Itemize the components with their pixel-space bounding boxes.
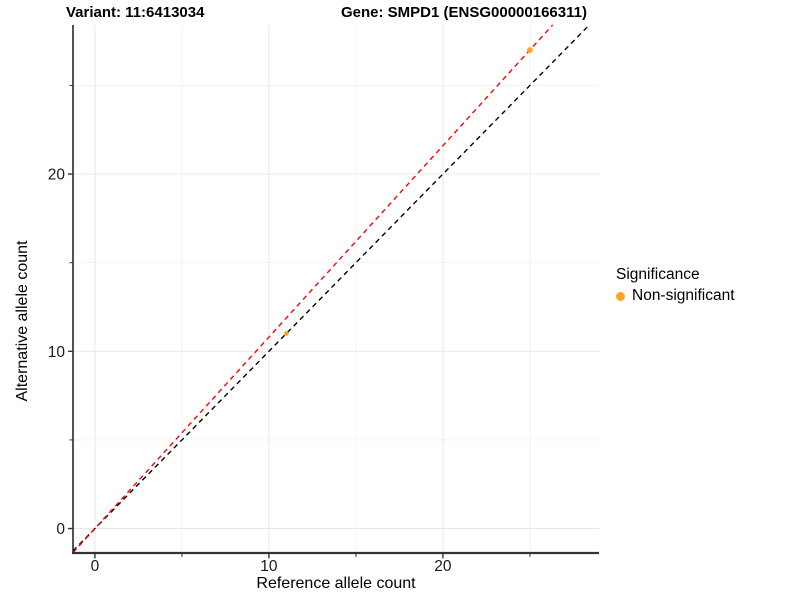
y-tick-label: 10 (48, 344, 66, 361)
y-axis-label: Alternative allele count (14, 240, 31, 402)
x-tick-label: 0 (91, 558, 100, 575)
legend-point-icon (616, 291, 625, 301)
identity-line (72, 24, 590, 552)
x-tick-label: 20 (434, 558, 452, 575)
allelic-ratio-line (72, 24, 554, 554)
x-tick-label: 10 (260, 558, 278, 575)
legend-item-non-significant: Non-significant (616, 287, 735, 305)
gene-title: Gene: SMPD1 (ENSG00000166311) (341, 4, 587, 21)
legend-title: Significance (616, 266, 700, 283)
y-tick-label: 20 (48, 167, 66, 184)
data-point (284, 331, 289, 336)
x-axis-label: Reference allele count (256, 575, 416, 592)
legend-item-label: Non-significant (632, 287, 735, 304)
y-tick-label: 0 (56, 521, 65, 538)
data-point (527, 47, 533, 53)
variant-title: Variant: 11:6413034 (66, 4, 205, 21)
legend: Significance Non-significant (616, 266, 735, 305)
